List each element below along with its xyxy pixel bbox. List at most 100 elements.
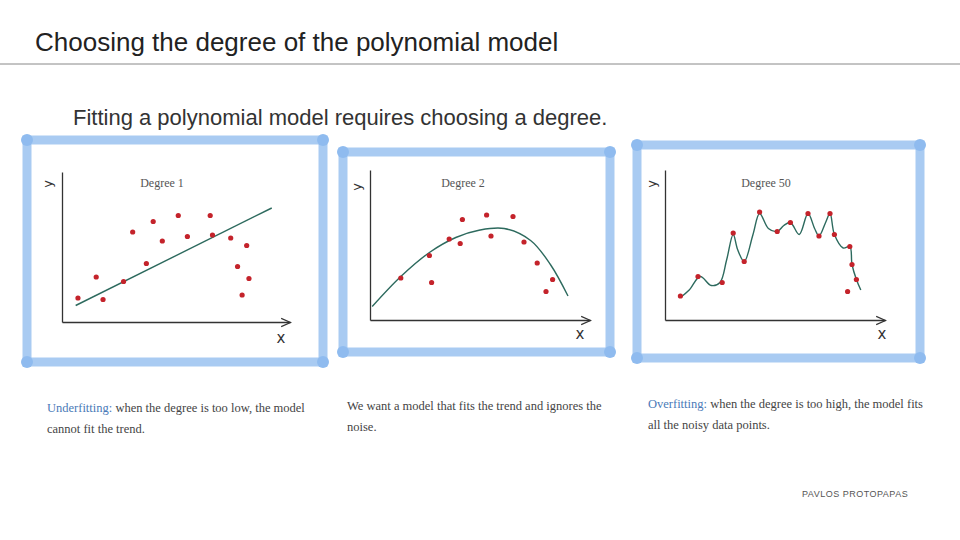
data-point: [130, 229, 135, 234]
data-point: [100, 297, 105, 302]
data-point: [543, 289, 548, 294]
data-point: [731, 230, 736, 235]
x-axis-label: x: [576, 325, 585, 343]
plot-area: [372, 212, 568, 306]
panel-corner: [631, 352, 643, 364]
axis-line: [666, 320, 886, 321]
chart-caption: Overfitting: when the degree is too high…: [648, 394, 923, 436]
chart-title: Degree 2: [441, 176, 485, 190]
data-point: [144, 261, 149, 266]
x-axis: [63, 322, 291, 323]
y-axis: [62, 173, 63, 323]
data-point: [121, 279, 126, 284]
panel-corner: [317, 134, 329, 146]
fit-line: [680, 213, 860, 297]
data-point: [854, 277, 859, 282]
data-point: [228, 235, 233, 240]
data-point: [176, 213, 181, 218]
chart-panel: Degree 1 x y: [21, 134, 329, 368]
data-point: [832, 232, 837, 237]
data-point: [678, 293, 683, 298]
caption-term: Overfitting:: [648, 397, 707, 411]
caption-term: Underfitting:: [47, 401, 112, 415]
caption-space: [707, 397, 710, 411]
y-axis: [665, 171, 666, 321]
data-point: [742, 259, 747, 264]
caption-space: [112, 401, 115, 415]
chart-title: Degree 1: [140, 176, 184, 190]
slide-title: Choosing the degree of the polynomial mo…: [35, 27, 558, 57]
panel-background: [637, 145, 920, 358]
x-axis: [371, 320, 591, 321]
data-point: [805, 211, 810, 216]
data-point: [427, 253, 432, 258]
data-point: [827, 211, 832, 216]
panel-corner: [631, 139, 643, 151]
x-axis-label: x: [878, 325, 887, 343]
panel-corner: [604, 146, 616, 158]
data-point: [185, 234, 190, 239]
panel-corner: [317, 356, 329, 368]
panel-corner: [914, 139, 926, 151]
axis-line: [370, 171, 371, 321]
data-point: [235, 264, 240, 269]
axis-line: [63, 322, 291, 323]
title-rule: [0, 64, 960, 65]
data-point: [94, 274, 99, 279]
data-point: [460, 217, 465, 222]
data-point: [550, 277, 555, 282]
data-point: [244, 243, 249, 248]
data-point: [151, 219, 156, 224]
data-point: [695, 274, 700, 279]
fit-line: [372, 228, 568, 307]
chart-caption: We want a model that fits the trend and …: [347, 396, 612, 438]
data-point: [429, 280, 434, 285]
data-point: [757, 209, 762, 214]
x-axis: [666, 320, 886, 321]
plot-area: [75, 208, 271, 306]
data-point: [75, 295, 80, 300]
y-axis-label: y: [644, 180, 659, 188]
axis-line: [62, 173, 63, 323]
data-point: [510, 214, 515, 219]
data-point: [788, 220, 793, 225]
data-point: [720, 280, 725, 285]
chart-caption: Underfitting: when the degree is too low…: [47, 398, 309, 440]
data-point: [775, 229, 780, 234]
data-point: [521, 239, 526, 244]
data-point: [246, 276, 251, 281]
panel-corner: [604, 346, 616, 358]
data-point: [535, 260, 540, 265]
data-point: [447, 236, 452, 241]
data-point: [458, 241, 463, 246]
y-axis-label: y: [349, 183, 364, 191]
chart-panel: Degree 2 x y: [337, 146, 616, 358]
y-axis-label: y: [40, 180, 55, 188]
panel-corner: [914, 352, 926, 364]
y-axis: [370, 171, 371, 321]
data-point: [847, 244, 852, 249]
data-point: [160, 238, 165, 243]
panel-background: [343, 152, 610, 352]
axis-line: [665, 171, 666, 321]
slide-footer: PAVLOS PROTOPAPAS: [802, 489, 908, 499]
axis-line: [371, 320, 591, 321]
data-point: [210, 232, 215, 237]
panel-background: [27, 140, 323, 362]
data-point: [208, 213, 213, 218]
caption-text: We want a model that fits the trend and …: [347, 399, 601, 434]
data-point: [816, 233, 821, 238]
fit-line: [76, 208, 272, 306]
data-point: [484, 212, 489, 217]
panel-corner: [21, 356, 33, 368]
slide-canvas: Choosing the degree of the polynomial mo…: [0, 0, 960, 540]
x-axis-label: x: [277, 329, 286, 347]
slide-subtitle: Fitting a polynomial model requires choo…: [73, 105, 607, 130]
plot-area: [678, 209, 861, 298]
chart-panel: Degree 50xy: [631, 139, 926, 364]
data-point: [845, 289, 850, 294]
data-point: [240, 292, 245, 297]
panel-corner: [21, 134, 33, 146]
panel-corner: [337, 346, 349, 358]
data-point: [488, 233, 493, 238]
